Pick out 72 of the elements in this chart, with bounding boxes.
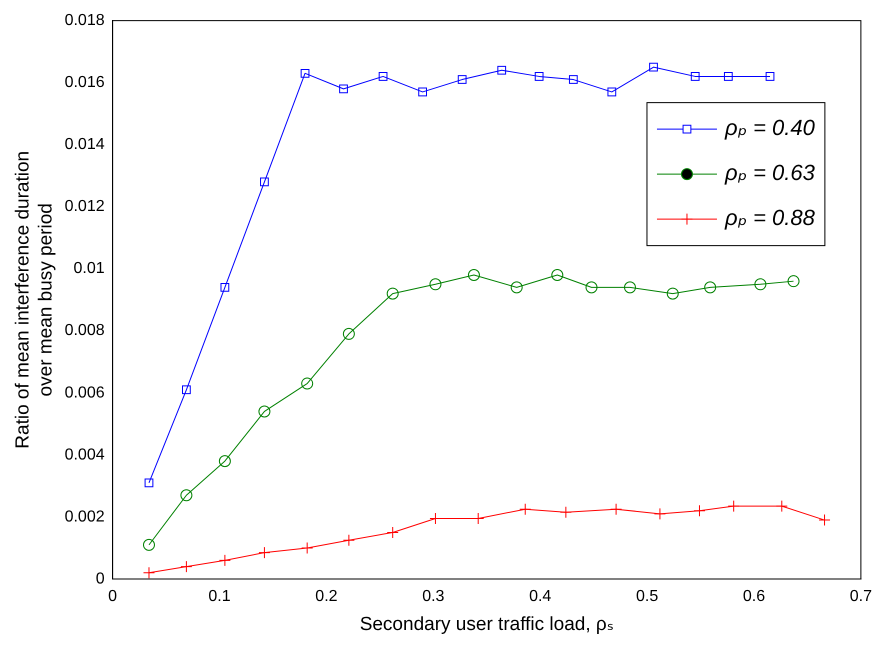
point <box>497 66 506 75</box>
x-tick-label: 0.1 <box>208 588 231 606</box>
point <box>607 88 616 96</box>
x-axis-title: Secondary user traffic load, ρₛ <box>360 614 614 635</box>
y-tick-label: 0.002 <box>64 508 105 526</box>
point <box>690 72 700 81</box>
x-tick-label: 0.2 <box>315 588 338 606</box>
point <box>766 72 774 81</box>
x-tick-label: 0.7 <box>850 588 872 606</box>
point <box>142 538 155 551</box>
point <box>649 62 658 72</box>
point <box>386 526 399 538</box>
legend-label: ρₚ = 0.63 <box>724 160 816 186</box>
y-tick-label: 0.01 <box>74 260 105 278</box>
x-tick-label: 0.5 <box>636 588 658 606</box>
x-tick-label: 0.3 <box>422 588 445 606</box>
point <box>693 504 706 517</box>
point <box>519 503 532 516</box>
point <box>510 281 523 294</box>
point <box>818 514 831 526</box>
point <box>551 268 564 281</box>
point <box>258 546 270 559</box>
point <box>301 542 314 554</box>
legend-label: ρₚ = 0.88 <box>724 205 816 230</box>
point <box>218 455 231 468</box>
point <box>339 84 348 94</box>
x-tick-label: 0.6 <box>742 588 766 606</box>
point <box>728 500 740 512</box>
point <box>654 508 666 520</box>
y-tick-label: 0.012 <box>64 198 105 216</box>
point <box>704 281 716 294</box>
point <box>142 566 155 579</box>
point <box>386 288 399 300</box>
legend-label: ρₚ = 0.40 <box>724 115 816 140</box>
point <box>568 75 578 84</box>
point <box>300 68 310 78</box>
point <box>182 385 191 394</box>
point <box>610 503 622 516</box>
point <box>624 281 636 294</box>
point <box>534 72 544 81</box>
point <box>144 478 154 488</box>
y-tick-label: 0.016 <box>64 74 105 92</box>
y-tick-label: 0.014 <box>64 136 105 154</box>
point <box>378 72 388 81</box>
point <box>788 275 800 288</box>
point <box>560 506 572 518</box>
point <box>218 554 231 566</box>
point <box>754 278 766 290</box>
x-tick-label: 0 <box>108 588 118 606</box>
y-tick-label: 0.006 <box>64 384 105 402</box>
point <box>776 500 788 512</box>
y-tick-label: 0.008 <box>64 322 105 340</box>
y-tick-label: 0.004 <box>64 446 105 464</box>
point <box>180 560 192 573</box>
point <box>458 75 467 84</box>
point <box>586 281 598 294</box>
y-tick-label: 0.018 <box>64 12 105 30</box>
point <box>724 72 733 81</box>
y-axis-title: Ratio of mean interference duration over mean busy period <box>12 150 56 449</box>
point <box>666 288 679 300</box>
point <box>220 283 230 292</box>
point <box>260 178 269 186</box>
point <box>180 489 192 502</box>
x-tick-label: 0.4 <box>529 588 552 606</box>
point <box>301 378 314 390</box>
point <box>429 278 442 290</box>
point <box>258 405 270 418</box>
point <box>468 268 480 281</box>
point <box>418 88 428 96</box>
point <box>342 328 355 340</box>
point <box>342 534 355 546</box>
y-tick-label: 0 <box>96 570 105 588</box>
